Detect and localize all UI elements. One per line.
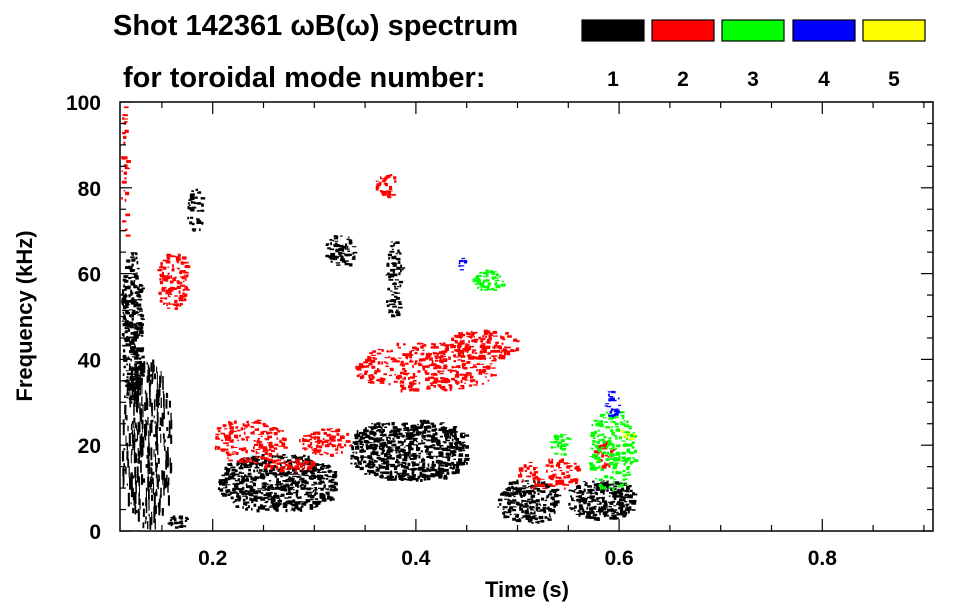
spectrum-blob-n=1 [121,359,173,530]
spectrum-blob-n=1 [385,241,406,318]
y-tick-label: 100 [66,92,101,115]
tick-labels: 0.2 0.4 0.6 0.8 0 20 40 60 80 100 [66,92,837,570]
spectrum-blob-n=2 [214,419,288,464]
legend-label-2: 2 [677,68,689,91]
x-tick-label: 0.6 [604,547,633,570]
spectrum-blob-n=3 [549,433,572,456]
spectrum-blob-n=4 [458,257,468,271]
spectrum-blob-n=2 [157,253,191,310]
spectrum-blob-n=2 [517,458,581,490]
spectrum-blob-n=2 [450,329,520,362]
legend-swatch-1 [581,19,645,42]
spectrum-blob-n=1 [167,515,189,529]
y-tick-label: 40 [78,349,101,372]
legend: 1 2 3 4 5 [581,19,926,91]
spectrum-blob-n=1 [325,235,358,267]
legend-swatch-2 [651,19,715,42]
axis-ticks [120,101,933,532]
series-n=5 [620,428,636,440]
y-tick-label: 0 [89,521,101,544]
spectrum-blob-n=3 [589,411,639,491]
spectrum-data [121,106,639,530]
legend-swatch-3 [721,19,785,42]
chart-subtitle: for toroidal mode number: [123,62,486,94]
spectrum-blob-n=1 [217,454,338,513]
spectrum-blob-n=1 [568,480,638,521]
x-tick-label: 0.8 [808,547,838,570]
y-tick-label: 60 [78,264,101,287]
legend-label-4: 4 [818,68,830,91]
x-axis-label: Time (s) [485,577,569,602]
y-tick-label: 80 [78,178,101,201]
spectrum-blob-n=2 [264,458,316,473]
spectrum-blob-n=4 [604,390,622,418]
spectrum-blob-n=1 [350,419,470,482]
spectrum-blob-n=2 [299,428,353,457]
legend-swatch-5 [862,19,926,42]
legend-label-5: 5 [888,68,900,91]
y-tick-label: 20 [78,435,101,458]
spectrum-blob-n=5 [620,428,636,440]
spectrum-blob-n=1 [187,188,206,232]
chart-title: Shot 142361 ωB(ω) spectrum [113,10,518,42]
legend-swatch-4 [792,19,856,42]
y-axis-label: Frequency (kHz) [12,230,37,401]
series-n=1 [121,188,638,530]
spectrum-blob-n=2 [355,342,497,393]
spectrum-blob-n=3 [472,269,506,291]
legend-label-1: 1 [607,68,619,91]
x-tick-label: 0.4 [401,547,431,570]
spectrum-blob-n=1 [497,479,562,524]
spectrum-blob-n=2 [121,106,131,237]
series-n=2 [121,106,616,490]
x-tick-label: 0.2 [198,547,227,570]
series-n=4 [458,257,622,418]
spectrum-blob-n=2 [593,441,616,469]
legend-label-3: 3 [747,68,759,91]
series-n=3 [472,269,639,491]
spectrum-blob-n=1 [121,252,145,404]
spectrum-blob-n=2 [375,174,397,199]
